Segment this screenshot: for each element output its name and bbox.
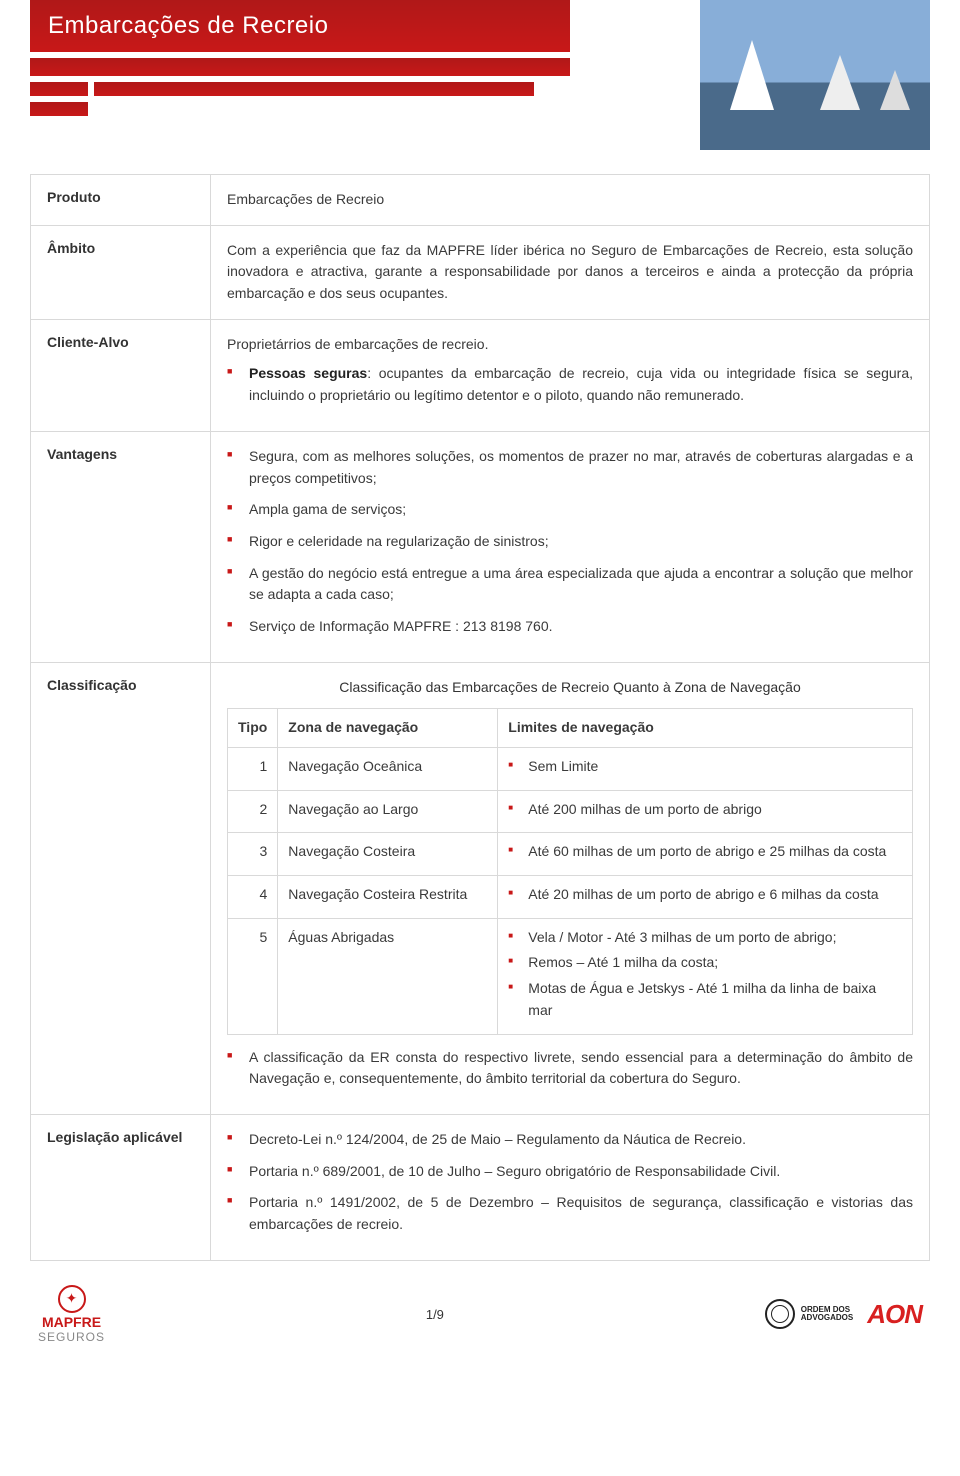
label-produto: Produto bbox=[31, 175, 211, 226]
cell-limites: Até 60 milhas de um porto de abrigo e 25… bbox=[498, 833, 913, 876]
cell-limites: Sem Limite bbox=[498, 748, 913, 791]
value-cliente: Proprietárrios de embarcações de recreio… bbox=[211, 319, 930, 431]
classificacao-title: Classificação das Embarcações de Recreio… bbox=[227, 677, 913, 699]
limite-item: Motas de Água e Jetskys - Até 1 milha da… bbox=[508, 978, 902, 1021]
cell-tipo: 2 bbox=[228, 790, 278, 833]
row-legislacao: Legislação aplicável Decreto-Lei n.º 124… bbox=[31, 1114, 930, 1260]
value-ambito: Com a experiência que faz da MAPFRE líde… bbox=[211, 225, 930, 319]
limite-item: Até 60 milhas de um porto de abrigo e 25… bbox=[508, 841, 902, 863]
classificacao-footnote: A classificação da ER consta do respecti… bbox=[227, 1047, 913, 1090]
label-vantagens: Vantagens bbox=[31, 431, 211, 662]
limite-item: Até 200 milhas de um porto de abrigo bbox=[508, 799, 902, 821]
label-cliente: Cliente-Alvo bbox=[31, 319, 211, 431]
col-zona: Zona de navegação bbox=[278, 709, 498, 748]
row-cliente: Cliente-Alvo Proprietárrios de embarcaçõ… bbox=[31, 319, 930, 431]
limite-item: Sem Limite bbox=[508, 756, 902, 778]
cell-limites: Até 200 milhas de um porto de abrigo bbox=[498, 790, 913, 833]
table-row: 5Águas Abrigadas Vela / Motor - Até 3 mil… bbox=[228, 918, 913, 1034]
vantagens-list: Segura, com as melhores soluções, os mom… bbox=[227, 446, 913, 638]
row-produto: Produto Embarcações de Recreio bbox=[31, 175, 930, 226]
cell-zona: Navegação Costeira Restrita bbox=[278, 876, 498, 919]
header: Embarcações de Recreio bbox=[30, 0, 930, 150]
ordem-logo: ORDEM DOSADVOGADOS bbox=[765, 1299, 853, 1329]
limite-item: Vela / Motor - Até 3 milhas de um porto … bbox=[508, 927, 902, 949]
page-title: Embarcações de Recreio bbox=[30, 0, 570, 52]
title-block: Embarcações de Recreio bbox=[30, 0, 570, 116]
cell-tipo: 4 bbox=[228, 876, 278, 919]
label-legislacao: Legislação aplicável bbox=[31, 1114, 211, 1260]
cell-limites: Até 20 milhas de um porto de abrigo e 6 … bbox=[498, 876, 913, 919]
legislacao-item: Portaria n.º 1491/2002, de 5 de Dezembro… bbox=[227, 1192, 913, 1235]
cell-zona: Navegação Costeira bbox=[278, 833, 498, 876]
value-classificacao: Classificação das Embarcações de Recreio… bbox=[211, 662, 930, 1114]
label-classificacao: Classificação bbox=[31, 662, 211, 1114]
cell-tipo: 1 bbox=[228, 748, 278, 791]
vantagem-item: A gestão do negócio está entregue a uma … bbox=[227, 563, 913, 606]
col-tipo: Tipo bbox=[228, 709, 278, 748]
cell-zona: Navegação ao Largo bbox=[278, 790, 498, 833]
vantagem-item: Segura, com as melhores soluções, os mom… bbox=[227, 446, 913, 489]
mapfre-logo: ✦ MAPFRE SEGUROS bbox=[38, 1285, 105, 1344]
label-ambito: Âmbito bbox=[31, 225, 211, 319]
page-number: 1/9 bbox=[105, 1307, 765, 1322]
col-limites: Limites de navegação bbox=[498, 709, 913, 748]
hero-image bbox=[700, 0, 930, 150]
cell-tipo: 3 bbox=[228, 833, 278, 876]
table-row: 2Navegação ao Largo Até 200 milhas de um … bbox=[228, 790, 913, 833]
value-produto: Embarcações de Recreio bbox=[211, 175, 930, 226]
vantagem-item: Rigor e celeridade na regularização de s… bbox=[227, 531, 913, 553]
vantagem-item: Ampla gama de serviços; bbox=[227, 499, 913, 521]
cell-zona: Águas Abrigadas bbox=[278, 918, 498, 1034]
value-legislacao: Decreto-Lei n.º 124/2004, de 25 de Maio … bbox=[211, 1114, 930, 1260]
row-vantagens: Vantagens Segura, com as melhores soluçõ… bbox=[31, 431, 930, 662]
row-ambito: Âmbito Com a experiência que faz da MAPF… bbox=[31, 225, 930, 319]
product-table: Produto Embarcações de Recreio Âmbito Co… bbox=[30, 174, 930, 1261]
cliente-bullet: Pessoas seguras: ocupantes da embarcação… bbox=[227, 363, 913, 406]
right-logos: ORDEM DOSADVOGADOS AON bbox=[765, 1299, 922, 1330]
cell-zona: Navegação Oceânica bbox=[278, 748, 498, 791]
cell-tipo: 5 bbox=[228, 918, 278, 1034]
cliente-intro: Proprietárrios de embarcações de recreio… bbox=[227, 334, 913, 356]
limite-item: Até 20 milhas de um porto de abrigo e 6 … bbox=[508, 884, 902, 906]
legislacao-list: Decreto-Lei n.º 124/2004, de 25 de Maio … bbox=[227, 1129, 913, 1236]
table-row: 3Navegação Costeira Até 60 milhas de um p… bbox=[228, 833, 913, 876]
vantagem-item: Serviço de Informação MAPFRE : 213 8198 … bbox=[227, 616, 913, 638]
cell-limites: Vela / Motor - Até 3 milhas de um porto … bbox=[498, 918, 913, 1034]
row-classificacao: Classificação Classificação das Embarcaç… bbox=[31, 662, 930, 1114]
limite-item: Remos – Até 1 milha da costa; bbox=[508, 952, 902, 974]
legislacao-item: Portaria n.º 689/2001, de 10 de Julho – … bbox=[227, 1161, 913, 1183]
table-row: 1Navegação Oceânica Sem Limite bbox=[228, 748, 913, 791]
footer: ✦ MAPFRE SEGUROS 1/9 ORDEM DOSADVOGADOS … bbox=[30, 1285, 930, 1344]
aon-logo: AON bbox=[867, 1299, 922, 1330]
legislacao-item: Decreto-Lei n.º 124/2004, de 25 de Maio … bbox=[227, 1129, 913, 1151]
table-row: 4Navegação Costeira Restrita Até 20 milha… bbox=[228, 876, 913, 919]
value-vantagens: Segura, com as melhores soluções, os mom… bbox=[211, 431, 930, 662]
classificacao-table: Tipo Zona de navegação Limites de navega… bbox=[227, 708, 913, 1034]
